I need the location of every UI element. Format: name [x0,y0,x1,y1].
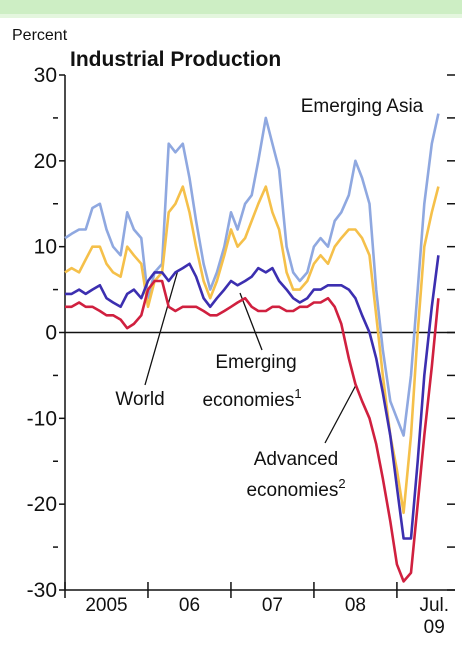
series-line [65,255,440,540]
series-line [64,113,440,437]
y-tick-label: 10 [34,236,57,259]
annotation-note: 1 [294,386,301,401]
chart-title: Industrial Production [70,48,281,71]
annotation: Advanced [254,449,339,470]
annotation-note: 2 [338,476,345,491]
y-tick-label: 0 [45,322,57,345]
annotation: economies2 [246,476,345,501]
y-axis-label: Percent [12,27,68,44]
y-tick-label: 20 [34,150,57,173]
leader-line [239,292,263,351]
annotation-line: economies [202,390,294,411]
annotation: economies1 [202,386,301,411]
y-tick-label: 30 [34,64,57,87]
top-band-edge [0,14,462,18]
annotation-line: economies [246,480,338,501]
y-tick-label: -10 [27,407,57,430]
x-tick-label: 2005 [85,595,128,616]
annotation: Emerging [215,352,296,373]
x-tick-label: 07 [261,595,283,616]
leader-line [324,384,357,444]
series-line [65,279,440,583]
annotation: World [115,389,164,410]
top-band [0,0,462,14]
annotation: Emerging Asia [301,96,424,117]
series-line [64,185,440,515]
leader-line [144,269,179,386]
y-tick-label: -30 [27,579,57,602]
x-tick-label: 06 [178,595,201,616]
y-tick-label: -20 [27,493,57,516]
x-tick-label: Jul. 09 [419,595,450,638]
x-tick-label: 08 [344,595,366,616]
